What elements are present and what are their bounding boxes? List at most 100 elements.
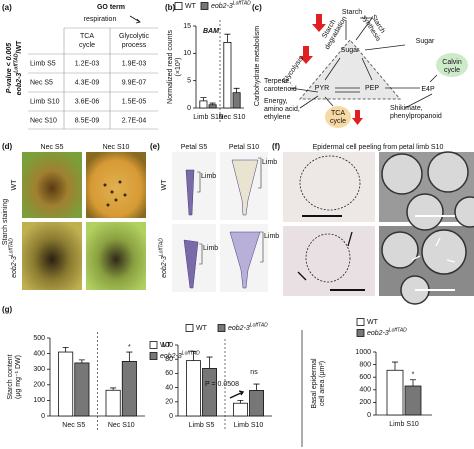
bar [249,390,265,417]
panel-label: (f) [272,142,280,151]
table-cell: 1.9E-03 [122,60,147,67]
photo [22,222,82,290]
diagram-node: Starch [342,9,362,16]
diagram-node: Calvin [442,59,462,66]
respiration: respiration [84,16,117,23]
diagram-node: Terpene, [264,78,291,85]
row-label: eob2-3LoffTAD [9,238,18,278]
y-axis-label: Starch content [7,354,14,399]
legend-sup: LoffTAD [389,328,407,334]
x-tick-label: Limb S5 [189,422,215,429]
table-lines [28,27,158,130]
diagram-node: cycle [330,118,346,125]
photo [283,152,375,222]
legend-swatch [149,341,158,349]
calvin-circle [436,53,468,77]
x-tick-label: Nec S5 [62,422,85,429]
row-label: Nec S5 [30,79,53,86]
annotation: P = 0.0508 [205,381,239,388]
side-label: Starch staining [2,199,9,245]
side-label: P-value < 0.005 [6,43,13,94]
diagram-node: PYR [315,85,329,92]
photo [22,152,82,218]
photo [86,222,146,290]
legend-swatch [185,324,194,332]
bar [404,385,422,416]
diagram-node: E4P [421,86,435,93]
side-ratio: eob2-3LoffTAD/WT [14,40,23,95]
legend-name: eob2-3 [211,3,233,10]
y-tick-label: 10 [183,50,191,57]
column-header: process [122,42,147,49]
annotation: * [128,344,131,351]
y-tick-label: 5 [187,78,191,85]
triangle [298,39,402,100]
legend-sup: LoffTAD [250,323,268,329]
tca-circle [325,106,351,128]
y-axis-label: (×10³) [175,58,182,77]
arrows [289,17,438,109]
y-tick-label: 40 [165,384,173,391]
legend-label: eob2-3LoffTAD [211,1,251,10]
down-arrow [129,15,141,24]
panel-label: (b) [165,3,176,12]
legend-label: eob2-3LoffTAD [160,351,200,360]
y-tick-label: 0 [169,413,173,420]
label-part: /WT [16,40,23,54]
legend-swatch [356,318,365,326]
y-tick-label: 600 [359,374,371,381]
y-tick-label: 0 [367,412,371,419]
error-bar [233,87,240,93]
error-bar [78,359,85,363]
table-cell: 4.3E-09 [75,79,100,86]
y-tick-label: 60 [165,370,173,377]
y-tick-label: 800 [359,361,371,368]
legend-name: WT [367,319,379,326]
y-tick-label: 100 [33,397,45,404]
column-label: Nec S10 [103,144,130,151]
row-label: WT [161,179,168,191]
label-sup: LoffTAD [159,238,165,256]
limb-label: Limb [262,159,277,166]
table-cell: 1.2E-03 [75,60,100,67]
legend-swatch [174,2,183,10]
legend-label: WT [160,342,172,349]
y-tick-label: 0 [41,413,45,420]
error-bar [209,102,216,105]
limb-label: Limb [201,173,216,180]
legend-swatch [217,324,226,332]
layout [22,14,474,447]
bar [74,362,90,417]
panel-label: (g) [2,305,13,314]
legend-swatch [149,352,158,360]
outlines [299,155,361,283]
bar [223,42,232,109]
label-part: eob2-3 [161,256,168,278]
legend-sup: LoffTAD [233,1,251,7]
y-tick-label: 80 [165,356,173,363]
row-label: Limb S5 [30,60,56,67]
dots [103,180,127,207]
limb-label: Limb [264,233,279,240]
error-bar [126,351,133,362]
diagram-node: Shikimate, [390,105,423,112]
x-tick-label: Nec S10 [108,422,135,429]
annotation: * [412,372,415,379]
table-cell: 3.6E-06 [75,98,100,105]
legend-name: WT [185,3,197,10]
table-cell: 9.9E-07 [122,79,147,86]
legend-swatch [356,329,365,337]
error-bar [224,33,231,43]
legend-name: eob2-3 [160,353,182,360]
x-tick-label: Limb S10 [389,421,419,428]
go-term: GO term [97,4,125,11]
diagram-node: amino acid, [264,106,300,113]
petals [183,159,261,289]
y-axis-label: Normalized read counts [167,30,174,104]
error-bar [206,356,213,369]
panel-label: (e) [150,142,160,151]
x-tick-label: Nec S10 [219,114,246,121]
y-tick-label: 15 [183,23,191,30]
diagram-node: carotenoid [264,86,297,93]
